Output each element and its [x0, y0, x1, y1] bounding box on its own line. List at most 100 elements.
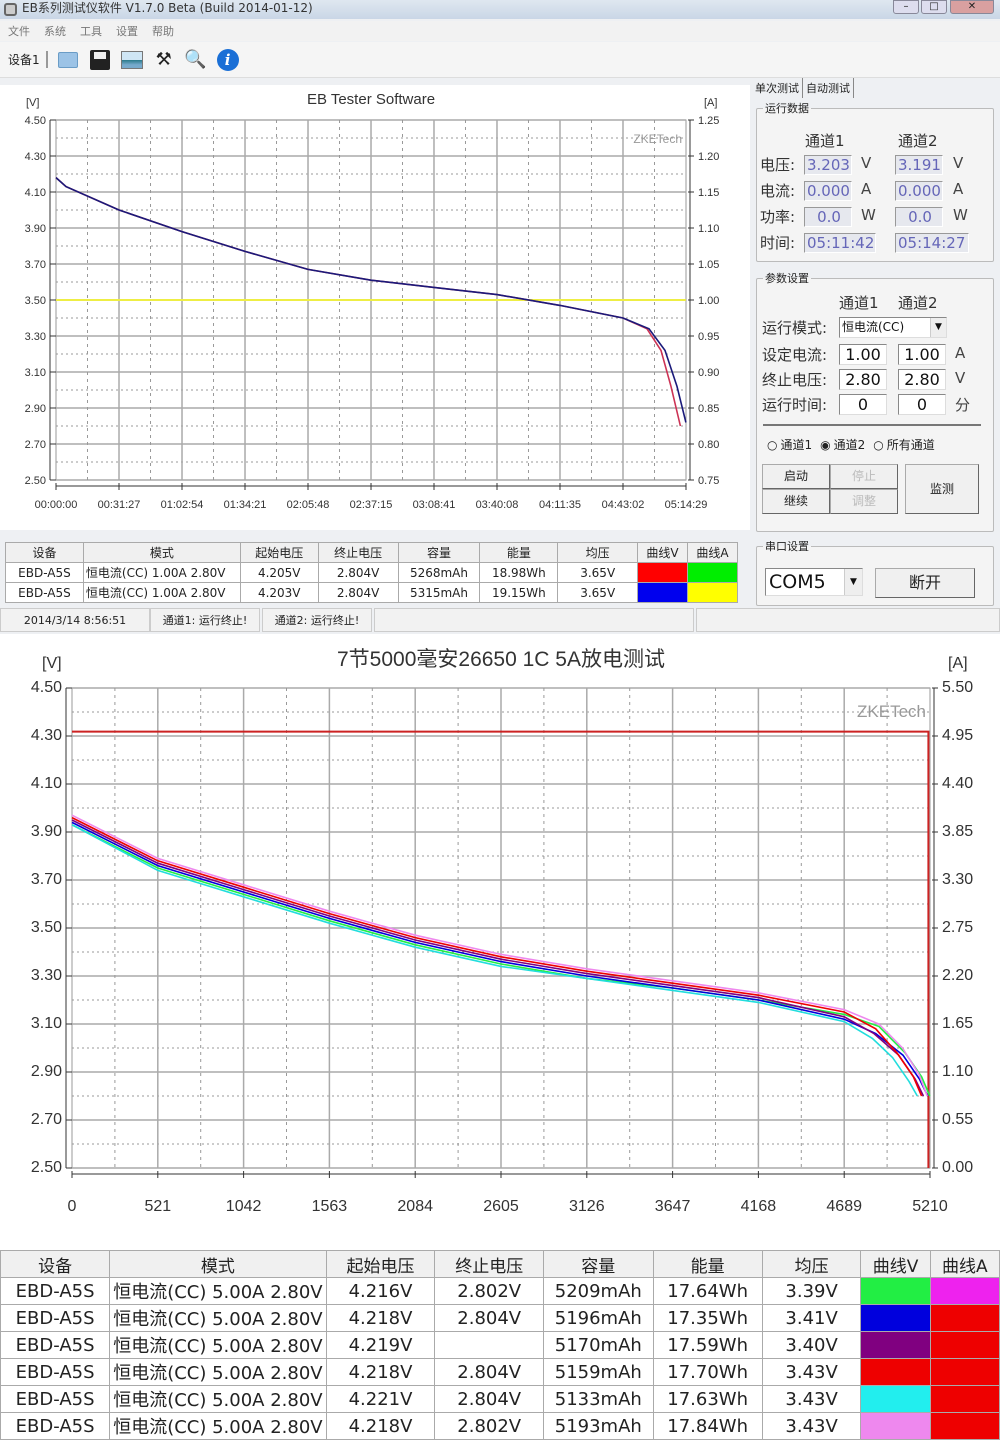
y2-tick-label: 4.40 [942, 775, 973, 792]
curve-a-color-swatch[interactable] [929, 1304, 1000, 1332]
folder-icon[interactable] [56, 48, 80, 72]
menu-file[interactable]: 文件 [8, 25, 30, 38]
radio-icon[interactable]: ○ [873, 438, 884, 452]
unit-label: A [953, 180, 964, 198]
chart-title: EB Tester Software [307, 91, 435, 108]
column-header[interactable]: 容量 [397, 542, 481, 563]
channel-radio[interactable]: ○ 通道1 [767, 436, 812, 453]
column-header[interactable]: 曲线V [860, 1250, 931, 1278]
device-tab[interactable]: 设备1 [8, 51, 48, 68]
start-button[interactable]: 启动 [762, 464, 830, 489]
column-header[interactable]: 设备 [0, 1250, 111, 1278]
info-icon[interactable]: i [216, 48, 240, 72]
curve-v-color-swatch[interactable] [860, 1277, 931, 1305]
radio-checked-icon[interactable]: ◉ [820, 438, 831, 452]
run-label: 电流: [760, 182, 796, 200]
unit-label: 分 [955, 396, 971, 414]
chart-image-icon[interactable] [120, 48, 144, 72]
curve-a-color-swatch[interactable] [929, 1277, 1000, 1305]
ch2-value: 05:14:27 [895, 233, 969, 253]
column-header[interactable]: 曲线V [637, 542, 688, 563]
table-row[interactable]: EBD-A5S 恒电流(CC) 5.00A 2.80V 4.218V 2.804V 51… [0, 1358, 1000, 1386]
curve-a-color-swatch[interactable] [929, 1412, 1000, 1440]
channel-radio[interactable]: ○ 所有通道 [873, 436, 935, 453]
curve-v-color-swatch[interactable] [860, 1385, 931, 1413]
column-header[interactable]: 终止电压 [317, 542, 399, 563]
table-row[interactable]: EBD-A5S 恒电流(CC) 1.00A 2.80V 4.205V 2.804V 52… [5, 562, 738, 583]
table-cell: 2.804V [434, 1304, 545, 1332]
menu-tools[interactable]: 工具 [80, 25, 102, 38]
curve-a-color-swatch[interactable] [687, 562, 738, 583]
table-cell: 5193mAh [543, 1412, 654, 1440]
column-header[interactable]: 能量 [479, 542, 559, 563]
curve-v-color-swatch[interactable] [637, 562, 688, 583]
param-ch1-input[interactable]: 0 [839, 394, 887, 415]
chevron-down-icon[interactable]: ▼ [930, 318, 946, 337]
param-ch2-input[interactable]: 2.80 [898, 369, 946, 390]
column-header[interactable]: 起始电压 [325, 1250, 436, 1278]
column-header[interactable]: 模式 [82, 542, 241, 563]
save-icon[interactable] [88, 48, 112, 72]
curve-a-color-swatch[interactable] [929, 1331, 1000, 1359]
y2-tick-label: 2.75 [942, 919, 973, 936]
disconnect-button[interactable]: 断开 [875, 568, 975, 598]
table-row[interactable]: EBD-A5S 恒电流(CC) 1.00A 2.80V 4.203V 2.804V 53… [5, 582, 738, 603]
y-tick-label: 2.90 [31, 1063, 62, 1080]
tab-auto-test[interactable]: 自动测试 [803, 78, 854, 98]
run-label: 时间: [760, 234, 796, 252]
table-cell: 5196mAh [543, 1304, 654, 1332]
table-cell: 19.15Wh [479, 582, 559, 603]
adjust-button[interactable]: 调整 [830, 489, 898, 514]
radio-icon[interactable]: ○ [767, 438, 778, 452]
tab-single-test[interactable]: 单次测试 [752, 78, 803, 98]
mode-select[interactable]: 恒电流(CC) ▼ [839, 317, 947, 338]
table-row[interactable]: EBD-A5S 恒电流(CC) 5.00A 2.80V 4.221V 2.804V 51… [0, 1385, 1000, 1413]
ch2-value: 0.0 [895, 207, 943, 227]
monitor-button[interactable]: 监测 [905, 464, 979, 514]
curve-v-color-swatch[interactable] [860, 1412, 931, 1440]
curve-a-color-swatch[interactable] [929, 1385, 1000, 1413]
table-row[interactable]: EBD-A5S 恒电流(CC) 5.00A 2.80V 4.216V 2.802V 52… [0, 1277, 1000, 1305]
column-header[interactable]: 模式 [109, 1250, 327, 1278]
table-row[interactable]: EBD-A5S 恒电流(CC) 5.00A 2.80V 4.218V 2.804V 51… [0, 1304, 1000, 1332]
curve-v-color-swatch[interactable] [860, 1304, 931, 1332]
curve-v-color-swatch[interactable] [637, 582, 688, 603]
y2-tick-label: 1.00 [698, 295, 719, 307]
menu-settings[interactable]: 设置 [116, 25, 138, 38]
maximize-button[interactable]: □ [921, 0, 947, 14]
menu-system[interactable]: 系统 [44, 25, 66, 38]
curve-a-color-swatch[interactable] [929, 1358, 1000, 1386]
column-header[interactable]: 曲线A [929, 1250, 1000, 1278]
column-header[interactable]: 设备 [5, 542, 84, 563]
column-header[interactable]: 能量 [652, 1250, 763, 1278]
curve-v-color-swatch[interactable] [860, 1331, 931, 1359]
minimize-button[interactable]: – [893, 0, 919, 14]
param-ch1-input[interactable]: 2.80 [839, 369, 887, 390]
menu-help[interactable]: 帮助 [152, 25, 174, 38]
close-button[interactable]: ✕ [950, 0, 994, 14]
resume-button[interactable]: 继续 [762, 489, 830, 514]
curve-a-color-swatch[interactable] [687, 582, 738, 603]
column-header[interactable]: 终止电压 [434, 1250, 545, 1278]
param-ch1-input[interactable]: 1.00 [839, 344, 887, 365]
param-ch2-input[interactable]: 0 [898, 394, 946, 415]
unit-label: V [953, 154, 964, 172]
channel-radio[interactable]: ◉ 通道2 [820, 436, 865, 453]
tools-icon[interactable]: ⚒ [155, 49, 172, 70]
column-header[interactable]: 均压 [761, 1250, 862, 1278]
table-row[interactable]: EBD-A5S 恒电流(CC) 5.00A 2.80V 4.219V 5170mAh 1… [0, 1331, 1000, 1359]
chevron-down-icon[interactable]: ▼ [844, 569, 862, 595]
port-select[interactable]: COM5 ▼ [765, 568, 863, 596]
column-header[interactable]: 曲线A [687, 542, 738, 563]
column-header[interactable]: 均压 [557, 542, 639, 563]
search-icon[interactable]: 🔍 [184, 49, 207, 70]
mode-label: 运行模式: [762, 319, 828, 337]
param-ch2-input[interactable]: 1.00 [898, 344, 946, 365]
column-header[interactable]: 起始电压 [239, 542, 319, 563]
column-header[interactable]: 容量 [543, 1250, 654, 1278]
table-row[interactable]: EBD-A5S 恒电流(CC) 5.00A 2.80V 4.218V 2.802V 51… [0, 1412, 1000, 1440]
stop-button[interactable]: 停止 [830, 464, 898, 489]
param-label: 运行时间: [762, 396, 828, 414]
divider [763, 424, 981, 426]
curve-v-color-swatch[interactable] [860, 1358, 931, 1386]
